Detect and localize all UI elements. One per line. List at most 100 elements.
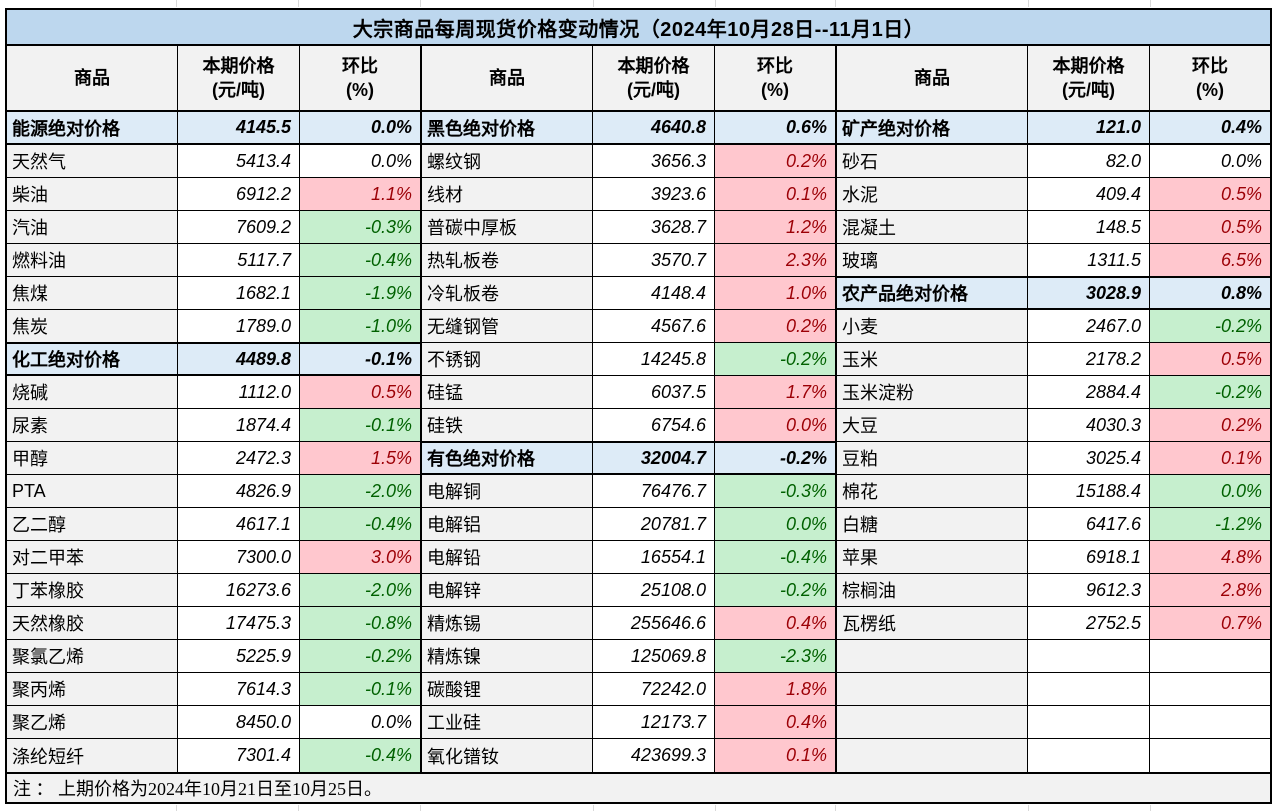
column-header-price-line1: 本期价格 [1052,55,1125,76]
commodity-cell: 豆粕 [837,442,1028,475]
commodity-cell: 无缝钢管 [422,310,593,343]
pct-change-cell [1150,673,1270,706]
gridline-tick [1028,805,1029,811]
commodity-cell: PTA [7,475,178,508]
price-cell: 8450.0 [178,706,300,739]
table-row: 玻璃 1311.5 6.5% [837,244,1270,277]
energy-chemical-group: 商品 本期价格 (元/吨) 环比 (%) 能源绝对价格 4145.5 0.0% 天然气… [7,46,420,772]
table-row: 苹果 6918.1 4.8% [837,541,1270,574]
table-row: 硅铁 6754.6 0.0% [422,409,835,442]
pct-change-cell: 0.4% [1150,112,1270,145]
price-cell: 4489.8 [178,343,300,376]
table-row: 工业硅 12173.7 0.4% [422,706,835,739]
commodity-cell [837,673,1028,706]
commodity-cell: 硅铁 [422,409,593,442]
pct-change-cell: 0.5% [1150,211,1270,244]
pct-change-cell: 1.7% [715,376,835,409]
table-row: 聚乙烯 8450.0 0.0% [7,706,420,739]
pct-change-cell: 1.1% [300,178,420,211]
gridline-tick [593,805,594,811]
pct-change-cell: 0.0% [300,112,420,145]
footnote: 注 ： 上期价格为2024年10月21日至10月25日。 [7,772,1270,802]
pct-change-cell: 0.5% [300,376,420,409]
subtotal-row: 农产品绝对价格 3028.9 0.8% [837,277,1270,310]
commodity-cell: 精炼锡 [422,607,593,640]
table-row: 乙二醇 4617.1 -0.4% [7,508,420,541]
price-cell: 2472.3 [178,442,300,475]
table-title: 大宗商品每周现货价格变动情况（2024年10月28日--11月1日） [7,10,1270,46]
commodity-cell [837,706,1028,739]
column-header-price-line2: (元/吨) [212,80,265,100]
price-cell: 4617.1 [178,508,300,541]
commodity-cell: 硅锰 [422,376,593,409]
table-row: 冷轧板卷 4148.4 1.0% [422,277,835,310]
pct-change-cell: 0.1% [1150,442,1270,475]
price-cell: 3570.7 [593,244,715,277]
commodity-cell: 甲醇 [7,442,178,475]
commodity-cell: 工业硅 [422,706,593,739]
pct-change-cell: 0.4% [715,706,835,739]
gridline-tick [420,0,421,7]
price-cell: 1874.4 [178,409,300,442]
price-cell: 9612.3 [1028,574,1150,607]
price-cell: 3923.6 [593,178,715,211]
pct-change-cell: 1.5% [300,442,420,475]
table-row: 白糖 6417.6 -1.2% [837,508,1270,541]
pct-change-cell [1150,640,1270,673]
pct-change-cell: -0.1% [300,409,420,442]
column-header-pct-line2: (%) [346,80,374,100]
price-cell [1028,673,1150,706]
table-body: 商品 本期价格 (元/吨) 环比 (%) 能源绝对价格 4145.5 0.0% 天然气… [7,46,1270,772]
pct-change-cell: -0.2% [715,442,835,475]
commodity-cell: 螺纹钢 [422,145,593,178]
commodity-cell: 瓦楞纸 [837,607,1028,640]
commodity-cell: 碳酸锂 [422,673,593,706]
price-cell: 6912.2 [178,178,300,211]
price-cell: 4145.5 [178,112,300,145]
commodity-cell [837,640,1028,673]
pct-change-cell: -0.2% [715,574,835,607]
column-header-price-line2: (元/吨) [627,80,680,100]
price-cell: 6417.6 [1028,508,1150,541]
table-row: 电解锌 25108.0 -0.2% [422,574,835,607]
commodity-cell: 电解铅 [422,541,593,574]
table-row: 尿素 1874.4 -0.1% [7,409,420,442]
header-row: 商品 本期价格 (元/吨) 环比 (%) [837,46,1270,112]
table-row: 热轧板卷 3570.7 2.3% [422,244,835,277]
table-row: 棕榈油 9612.3 2.8% [837,574,1270,607]
table-row: 丁苯橡胶 16273.6 -2.0% [7,574,420,607]
price-cell: 32004.7 [593,442,715,475]
price-cell: 16554.1 [593,541,715,574]
mineral-agriculture-rows: 矿产绝对价格 121.0 0.4% 砂石 82.0 0.0% 水泥 409.4 0.5% 混凝土 1… [837,112,1270,772]
commodity-cell: 聚乙烯 [7,706,178,739]
price-cell: 4567.6 [593,310,715,343]
price-cell: 423699.3 [593,739,715,772]
pct-change-cell: -2.3% [715,640,835,673]
gridline-tick [715,0,716,7]
price-cell: 1682.1 [178,277,300,310]
price-cell: 409.4 [1028,178,1150,211]
commodity-cell: 棕榈油 [837,574,1028,607]
pct-change-cell: 1.0% [715,277,835,310]
table-row: 甲醇 2472.3 1.5% [7,442,420,475]
price-cell: 5225.9 [178,640,300,673]
table-row: 碳酸锂 72242.0 1.8% [422,673,835,706]
pct-change-cell: 0.7% [1150,607,1270,640]
commodity-cell: 燃料油 [7,244,178,277]
table-row: 天然橡胶 17475.3 -0.8% [7,607,420,640]
table-row: 焦炭 1789.0 -1.0% [7,310,420,343]
column-header-pct-line2: (%) [1196,80,1224,100]
commodity-cell: 乙二醇 [7,508,178,541]
price-cell: 4030.3 [1028,409,1150,442]
pct-change-cell: 0.6% [715,112,835,145]
pct-change-cell: 1.8% [715,673,835,706]
price-cell: 7609.2 [178,211,300,244]
pct-change-cell: -0.2% [1150,310,1270,343]
pct-change-cell: 0.0% [300,706,420,739]
commodity-cell: 对二甲苯 [7,541,178,574]
commodity-cell: 不锈钢 [422,343,593,376]
pct-change-cell: -0.4% [300,508,420,541]
commodity-cell: 水泥 [837,178,1028,211]
price-cell: 7301.4 [178,739,300,772]
price-cell: 7614.3 [178,673,300,706]
